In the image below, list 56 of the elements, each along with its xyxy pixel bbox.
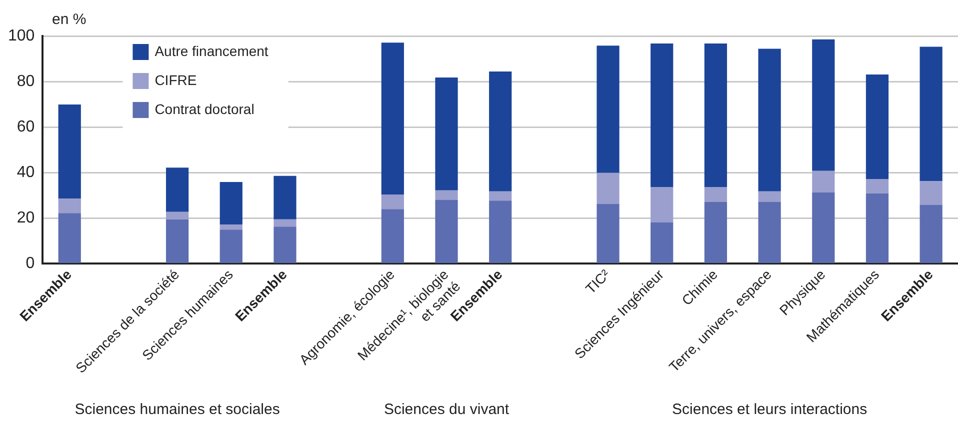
bar [920, 46, 942, 182]
text: Sciences du vivant [384, 401, 510, 418]
bar [704, 44, 728, 188]
legend-label: Contrat doctoral [154, 100, 254, 117]
bar [758, 202, 781, 263]
bar [381, 194, 404, 210]
bar [381, 42, 404, 195]
bar [435, 77, 458, 190]
text: Sciences humaines et sociales [74, 401, 280, 418]
bar [58, 104, 81, 199]
bar [596, 204, 620, 263]
bar [274, 176, 296, 220]
bar [220, 182, 242, 225]
bar [866, 193, 889, 263]
bar [489, 200, 512, 263]
bar [650, 187, 674, 222]
bar [650, 222, 674, 263]
bar [166, 212, 189, 220]
bar [596, 46, 620, 173]
bar [812, 39, 835, 171]
bar [812, 192, 835, 263]
bar [920, 181, 942, 205]
legend-label: CIFRE [154, 72, 197, 88]
bar [650, 44, 674, 188]
bar [704, 187, 728, 202]
bar [220, 224, 242, 230]
bar [920, 204, 942, 263]
bar [58, 213, 81, 263]
bar [812, 170, 835, 192]
bar [596, 172, 620, 204]
bar [489, 72, 512, 192]
bar [274, 219, 296, 227]
y-tick-label: 0 [26, 255, 35, 272]
bar [758, 48, 781, 192]
bar [274, 226, 296, 263]
bar [866, 179, 889, 194]
bar [166, 219, 189, 263]
bar [704, 202, 728, 263]
bar [220, 230, 242, 263]
bar [758, 191, 781, 202]
y-tick-label: 100 [8, 27, 35, 44]
y-tick-label: 40 [16, 164, 35, 182]
text: Sciences et leurs interactions [672, 401, 868, 418]
x-tick-label: TIC² [582, 266, 614, 297]
bar [381, 209, 404, 263]
bar [435, 190, 458, 200]
bar [866, 74, 889, 180]
bar [489, 191, 512, 201]
bar [166, 168, 189, 212]
y-tick-label: 60 [16, 118, 35, 136]
legend-label: Autre financement [154, 42, 268, 59]
bar [435, 200, 458, 263]
bar [58, 198, 81, 214]
y-axis-title: en % [52, 11, 86, 28]
y-tick-label: 20 [16, 210, 35, 227]
y-tick-label: 80 [16, 72, 35, 90]
